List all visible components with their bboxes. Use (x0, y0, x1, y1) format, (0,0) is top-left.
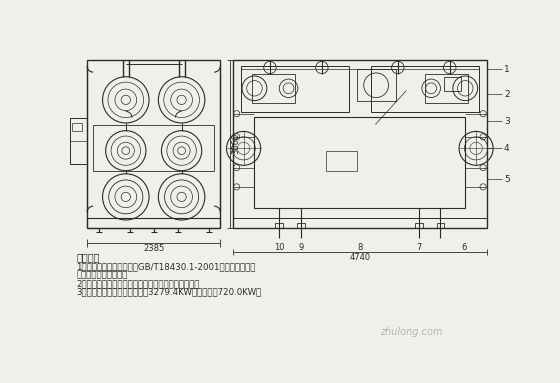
Bar (371, 66, 479, 112)
Bar (233, 218, 487, 228)
Text: 7: 7 (416, 243, 422, 252)
Bar (425, 74, 468, 103)
Bar (357, 69, 395, 101)
Bar (240, 66, 349, 112)
Text: 技术要求: 技术要求 (76, 252, 100, 262)
Text: 3、主要技术性能参数：制冷量3279.4KW，输入功率720.0KW。: 3、主要技术性能参数：制冷量3279.4KW，输入功率720.0KW。 (76, 288, 262, 297)
Bar (297, 223, 305, 228)
Bar (87, 60, 220, 228)
Text: 2: 2 (504, 90, 510, 99)
Text: 4740: 4740 (349, 253, 370, 262)
Text: zhulong.com: zhulong.com (380, 327, 442, 337)
Text: 1、设计制造和验收应符合GB/T18430.1-2001《蒸汽压缩循环: 1、设计制造和验收应符合GB/T18430.1-2001《蒸汽压缩循环 (76, 262, 255, 271)
Bar (437, 223, 444, 228)
Bar (254, 117, 465, 208)
Bar (94, 125, 214, 172)
Text: 3: 3 (504, 117, 510, 126)
Bar (444, 77, 461, 91)
Bar (252, 74, 295, 103)
Bar (70, 118, 87, 164)
Text: 9: 9 (298, 243, 304, 252)
Text: 1: 1 (504, 65, 510, 74)
Text: 10: 10 (274, 243, 284, 252)
Text: 3060: 3060 (231, 133, 240, 154)
Bar (415, 223, 423, 228)
Bar (276, 223, 283, 228)
Text: 冷水（热泵）机组》；: 冷水（热泵）机组》； (76, 271, 128, 280)
Bar (326, 151, 357, 171)
Text: 5: 5 (504, 175, 510, 184)
Text: 2385: 2385 (143, 244, 164, 253)
Bar (72, 123, 82, 131)
Text: 8: 8 (357, 243, 362, 252)
Text: 6: 6 (461, 243, 466, 252)
Bar (87, 218, 220, 228)
Text: 4: 4 (504, 144, 510, 153)
Bar (233, 60, 487, 228)
Text: 2、装配及调试应按照对应的《装配工艺过程卡片》；: 2、装配及调试应按照对应的《装配工艺过程卡片》； (76, 279, 199, 288)
